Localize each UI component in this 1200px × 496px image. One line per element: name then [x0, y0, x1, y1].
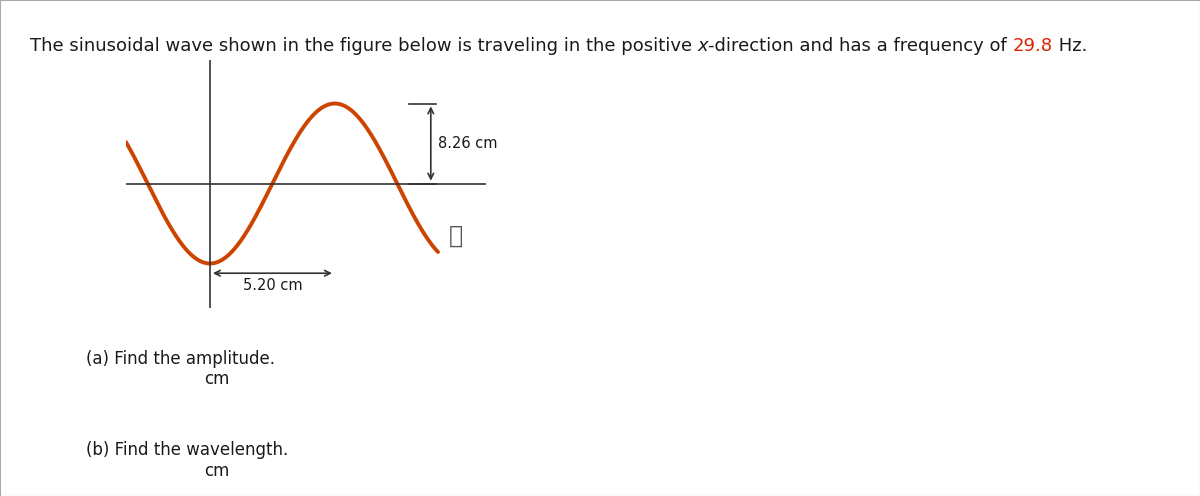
Text: cm: cm	[204, 371, 229, 388]
Text: (b) Find the wavelength.: (b) Find the wavelength.	[86, 441, 289, 459]
Text: ⓘ: ⓘ	[449, 224, 463, 248]
Text: x: x	[698, 37, 708, 55]
Text: Hz.: Hz.	[1054, 37, 1087, 55]
Text: (a) Find the amplitude.: (a) Find the amplitude.	[86, 350, 276, 368]
Text: 8.26 cm: 8.26 cm	[438, 136, 498, 151]
Text: 5.20 cm: 5.20 cm	[242, 278, 302, 293]
Text: 29.8: 29.8	[1013, 37, 1054, 55]
Text: The sinusoidal wave shown in the figure below is traveling in the positive: The sinusoidal wave shown in the figure …	[30, 37, 698, 55]
Text: -direction and has a frequency of: -direction and has a frequency of	[708, 37, 1013, 55]
Text: cm: cm	[204, 462, 229, 480]
